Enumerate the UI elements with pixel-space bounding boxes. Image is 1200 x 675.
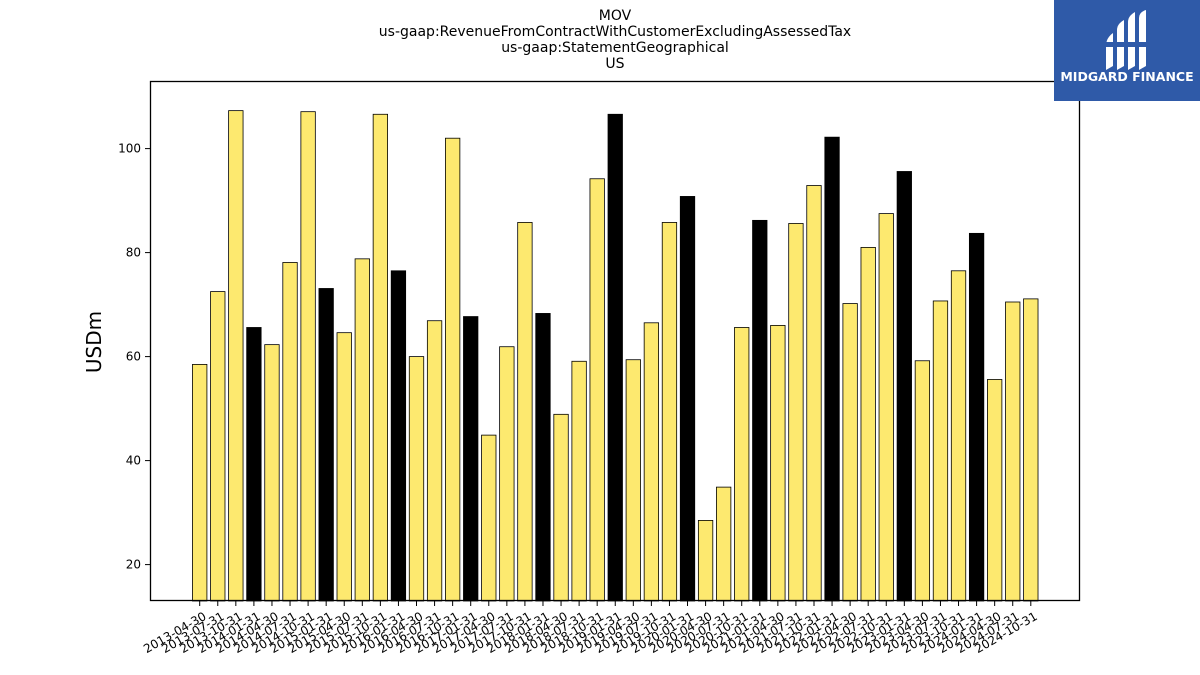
y-tick-label: 20 — [126, 558, 141, 572]
bar-2022-10-31 — [878, 213, 894, 602]
chart-title-ticker: MOV — [599, 8, 632, 24]
y-axis-label: USDm — [82, 311, 106, 373]
plot-frame — [149, 80, 1081, 602]
bar-2021-04-30 — [770, 324, 786, 602]
bar-2023-01-31 — [896, 171, 912, 602]
bar-2019-04-30 — [625, 359, 641, 602]
bar-2016-04-30 — [408, 356, 425, 602]
bar-2013-04-30 — [192, 363, 208, 602]
bar-2016-10-31 — [445, 137, 461, 602]
y-tick-label: 40 — [126, 454, 141, 468]
bar-2022-04-30 — [842, 303, 858, 602]
bar-series — [192, 110, 1039, 602]
bar-2014-04-30 — [264, 344, 280, 602]
bar-2020-07-31 — [716, 486, 732, 602]
bar-2015-07-31 — [354, 258, 370, 602]
chart-title-concept: us-gaap:RevenueFromContractWithCustomerE… — [379, 24, 851, 40]
midgard-finance-logo: MIDGARD FINANCE — [1054, 0, 1200, 101]
bar-2020-01-31 — [679, 196, 696, 602]
bar-2017-04-30 — [481, 434, 497, 602]
bar-2020-04-30 — [697, 520, 714, 602]
y-tick-label: 100 — [118, 142, 141, 156]
y-tick-label: 80 — [126, 246, 141, 260]
bar-2021-01-31 — [752, 219, 768, 602]
bar-2014-01-31 — [246, 327, 262, 602]
bar-2023-10-31 — [950, 270, 967, 602]
bar-2023-04-30 — [914, 360, 931, 602]
y-tick-label: 60 — [126, 350, 141, 364]
chart-title: MOV us-gaap:RevenueFromContractWithCusto… — [379, 8, 851, 72]
chart-title-member: US — [605, 56, 624, 72]
bar-2018-07-31 — [571, 360, 587, 602]
logo-background — [1054, 0, 1200, 101]
bar-2023-07-31 — [932, 300, 949, 602]
bar-2015-04-30 — [336, 332, 352, 602]
bar-2014-07-31 — [282, 262, 298, 602]
bar-2016-01-31 — [390, 270, 407, 602]
bar-2024-01-31 — [968, 232, 985, 602]
bar-2019-07-31 — [643, 322, 660, 602]
x-axis: 2013-04-302013-07-312013-10-312014-01-31… — [141, 601, 1040, 656]
bar-2015-10-31 — [372, 113, 388, 602]
bar-2022-01-31 — [824, 136, 840, 602]
bar-2013-10-31 — [228, 110, 244, 602]
bar-2016-07-31 — [426, 320, 443, 602]
bar-2019-10-31 — [661, 222, 678, 602]
chart-title-axis: us-gaap:StatementGeographical — [501, 40, 729, 56]
bar-2017-01-31 — [463, 316, 479, 602]
bar-2024-04-30 — [987, 379, 1003, 602]
logo-text: MIDGARD FINANCE — [1060, 69, 1193, 84]
bar-2013-07-31 — [210, 291, 226, 602]
logo-mark-icon — [1104, 10, 1148, 70]
bar-2021-07-31 — [788, 223, 804, 602]
bar-2018-01-31 — [535, 313, 551, 602]
bar-2024-07-31 — [1005, 301, 1021, 602]
bar-2017-07-31 — [499, 346, 515, 602]
bar-2017-10-31 — [517, 222, 533, 602]
bar-2022-07-31 — [860, 246, 876, 602]
bar-2019-01-31 — [607, 113, 623, 602]
bar-2020-10-31 — [734, 327, 750, 602]
bar-2024-10-31 — [1023, 298, 1039, 602]
bar-2015-01-31 — [318, 288, 334, 602]
bar-2018-04-30 — [553, 413, 569, 602]
bar-2014-10-31 — [300, 111, 316, 602]
bar-2018-10-31 — [589, 178, 605, 602]
y-axis: 20 40 60 80 100 — [118, 142, 150, 572]
bar-2021-10-31 — [806, 185, 822, 602]
